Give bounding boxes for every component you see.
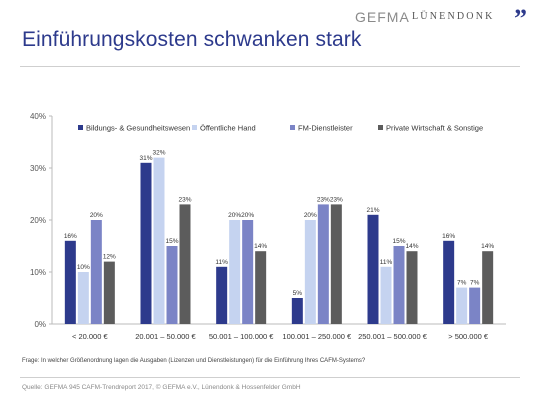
- bar: [216, 266, 228, 324]
- header-divider: [20, 66, 520, 67]
- y-tick-label: 40%: [30, 112, 46, 121]
- bar-value-label: 31%: [139, 155, 152, 162]
- legend-label: Öffentliche Hand: [200, 124, 256, 133]
- bar-value-label: 5%: [293, 290, 303, 297]
- y-tick-label: 20%: [30, 216, 46, 225]
- y-tick-label: 30%: [30, 164, 46, 173]
- bar-value-label: 15%: [165, 238, 178, 245]
- bar: [456, 287, 468, 324]
- bar: [179, 204, 191, 324]
- bar-value-label: 20%: [90, 212, 103, 219]
- bar: [77, 272, 89, 324]
- bar-value-label: 7%: [457, 280, 467, 287]
- legend-swatch: [378, 125, 383, 130]
- x-category-label: 20.001 – 50.000 €: [135, 332, 196, 341]
- x-category-label: > 500.000 €: [448, 332, 489, 341]
- bar-value-label: 7%: [470, 280, 480, 287]
- bar: [64, 240, 76, 324]
- bar: [330, 204, 342, 324]
- bar-value-label: 11%: [380, 259, 393, 266]
- bar-value-label: 20%: [228, 212, 241, 219]
- bar-value-label: 14%: [254, 243, 267, 250]
- bar: [443, 240, 455, 324]
- legend-swatch: [78, 125, 83, 130]
- legend-label: Bildungs- & Gesundheitswesen: [86, 124, 190, 133]
- survey-question: Frage: In welcher Größenordnung lagen di…: [22, 358, 366, 364]
- legend-swatch: [290, 125, 295, 130]
- y-tick-label: 10%: [30, 268, 46, 277]
- bar-value-label: 12%: [103, 254, 116, 261]
- bar-value-label: 10%: [77, 264, 90, 271]
- x-category-label: 250.001 – 500.000 €: [358, 332, 428, 341]
- bar: [90, 220, 102, 324]
- bar-value-label: 23%: [317, 196, 330, 203]
- bar: [393, 246, 405, 324]
- legend-label: Private Wirtschaft & Sonstige: [386, 124, 483, 133]
- footer-divider: [20, 377, 520, 378]
- bar-value-label: 32%: [152, 150, 165, 157]
- bar: [140, 162, 152, 324]
- bar: [255, 251, 267, 324]
- luenendonk-logo: LÜNENDONK: [412, 11, 495, 22]
- page-title: Einführungskosten schwanken stark: [22, 28, 362, 51]
- x-category-label: 50.001 – 100.000 €: [209, 332, 274, 341]
- bar: [153, 157, 165, 324]
- bar: [242, 220, 254, 324]
- gefma-logo: GEFMA: [355, 9, 410, 25]
- bar: [367, 214, 379, 324]
- bar: [103, 261, 115, 324]
- x-category-label: < 20.000 €: [72, 332, 108, 341]
- legend-label: FM-Dienstleister: [298, 124, 353, 133]
- bar: [469, 287, 481, 324]
- legend-swatch: [192, 125, 197, 130]
- bar: [380, 266, 392, 324]
- bar-value-label: 11%: [215, 259, 228, 266]
- bar: [317, 204, 329, 324]
- bar-value-label: 16%: [442, 233, 455, 240]
- x-category-label: 100.001 – 250.000 €: [282, 332, 352, 341]
- bar-value-label: 14%: [405, 243, 418, 250]
- bar: [406, 251, 418, 324]
- y-tick-label: 0%: [34, 320, 46, 329]
- bar-value-label: 20%: [304, 212, 317, 219]
- luenendonk-quote-mark: ”: [514, 4, 527, 33]
- bar-value-label: 14%: [481, 243, 494, 250]
- source-note: Quelle: GEFMA 945 CAFM-Trendreport 2017,…: [22, 384, 301, 391]
- bar: [166, 246, 178, 324]
- bar-value-label: 20%: [241, 212, 254, 219]
- bar-value-label: 23%: [330, 196, 343, 203]
- bar-value-label: 15%: [392, 238, 405, 245]
- bar: [229, 220, 241, 324]
- bar: [291, 298, 303, 324]
- bar-value-label: 21%: [366, 207, 379, 214]
- bar-value-label: 23%: [178, 196, 191, 203]
- bar-value-label: 16%: [64, 233, 77, 240]
- bar: [304, 220, 316, 324]
- bar: [482, 251, 494, 324]
